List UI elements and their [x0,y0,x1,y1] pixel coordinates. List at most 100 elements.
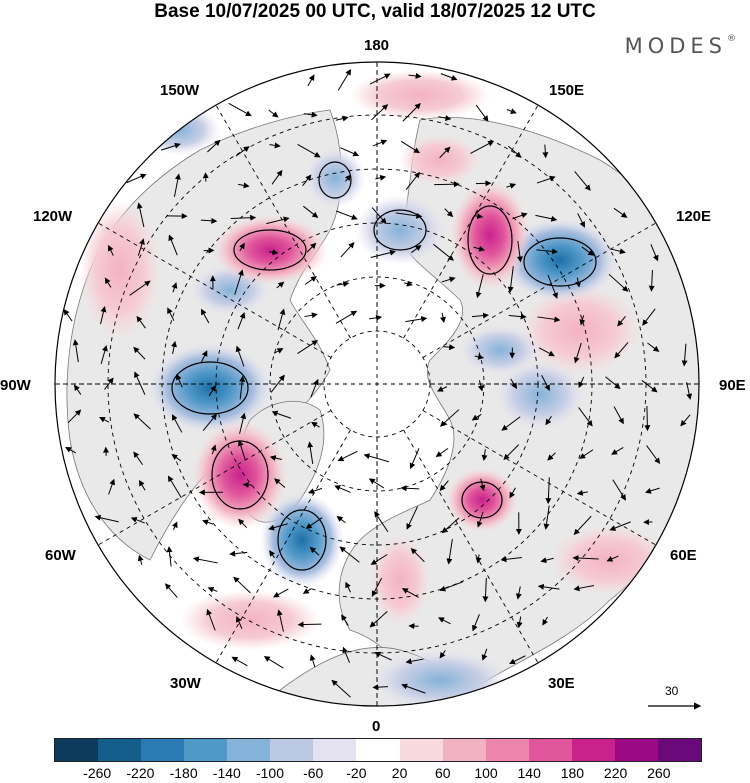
meridian-line [403,104,539,339]
registered-mark: ® [727,34,736,44]
wind-vector [507,266,514,293]
wind-vector [471,413,482,421]
wind-vector [336,210,358,220]
wind-vector [472,614,480,632]
colorbar-tick-label: -60 [303,765,324,781]
colorbar-ticks: -260 -220 -180 -140 -100 -60 -20 20 60 100 140 180 2… [54,765,702,783]
wind-vector [509,655,526,664]
wind-vector [611,446,624,455]
wind-vector [307,74,315,87]
wind-vector [441,517,460,534]
wind-vector [403,280,413,287]
wind-vector [104,377,114,390]
wind-vector [411,244,422,254]
colorbar-tick-label: 260 [647,765,671,781]
wind-vector [272,588,289,598]
negative-anomaly-center [305,148,365,208]
wind-vector [235,345,245,367]
wind-vector [475,180,492,187]
wind-vector [104,277,112,288]
wind-vector [335,310,358,324]
wind-vector [304,312,318,319]
wind-vector [503,444,520,461]
wind-vector [506,183,517,189]
wind-vector [108,244,114,256]
wind-vector [164,583,178,598]
negative-anomaly-center [355,195,445,265]
wind-vector [269,550,276,559]
map-border [54,61,700,707]
wind-vector [542,144,549,159]
wind-vector [341,614,349,626]
lon-label-150w: 150W [160,82,200,99]
wind-vector [138,479,146,491]
wind-vector [573,515,592,536]
wind-vector [335,115,349,122]
wind-vector [239,412,247,434]
colorbar-tick-label: 20 [391,765,408,781]
wind-vectors [63,68,693,698]
wind-vector [545,477,552,505]
colorbar-tick-label: 100 [474,765,498,781]
wind-vector [266,216,290,225]
wind-vector [500,556,522,563]
wind-vector [512,212,528,220]
wind-vector [506,108,517,114]
wind-vector [372,139,388,147]
negative-anomaly-center [502,218,618,302]
weak-positive-tint [180,590,320,650]
wind-vector [575,277,582,288]
wind-vector [545,416,552,426]
wind-vector [171,414,183,433]
wind-vector [65,447,77,454]
wind-vector [67,409,82,424]
weak-positive-tint [80,200,160,340]
lon-label-60e: 60E [670,547,697,564]
wind-vector [210,444,217,455]
meridian-line [215,429,351,664]
weak-positive-tint [350,70,490,120]
colorbar-tick-label: 220 [603,765,628,781]
wind-vector [133,346,146,360]
wind-vector [192,556,218,564]
wind-vector [371,104,389,121]
wind-vector [405,171,421,190]
wind-vector [337,450,358,462]
wind-vector [340,242,355,258]
wind-vector [481,449,488,462]
wind-vector [476,511,484,528]
wind-vector [340,147,360,157]
negative-anomaly-center [495,360,585,430]
wind-vector [374,511,389,533]
wind-vector [171,340,177,355]
colorbar-swatch [614,739,658,761]
wind-vector [363,453,390,463]
wind-vector [405,316,428,323]
wind-vector [202,519,214,526]
negative-anomaly-center [260,492,344,588]
meridian-line [422,222,657,358]
wind-vector [401,683,426,694]
wind-vector [344,174,352,182]
wind-vector [547,274,558,299]
wind-vector [207,139,221,153]
wind-vector [303,111,318,118]
wind-vector [371,577,383,597]
wind-vector [536,175,556,184]
contour-line [373,209,427,251]
wind-vector [547,452,556,461]
contour-line [233,229,307,271]
wind-vector [237,312,246,330]
wind-vector [297,340,319,354]
reference-vector-label: 30 [665,684,679,698]
wind-vector [200,350,208,363]
wind-vector [268,109,279,118]
wind-vector [510,378,518,390]
wind-vector [578,407,593,427]
wind-vector [309,546,320,556]
wind-vector [647,342,660,352]
wind-vector [234,269,244,295]
wind-vector [536,248,559,255]
wind-vector [438,115,452,121]
colorbar [54,738,702,762]
